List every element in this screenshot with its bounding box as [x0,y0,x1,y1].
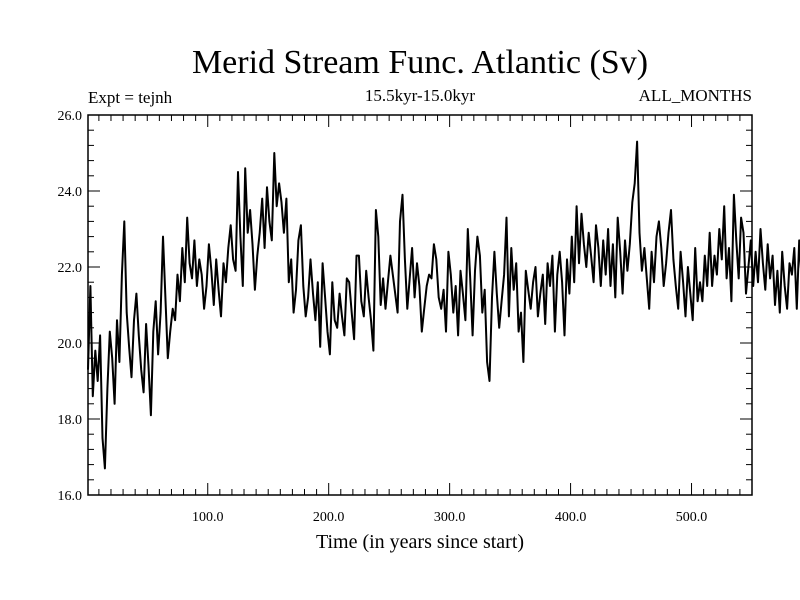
x-tick-label: 200.0 [313,510,345,525]
x-tick-label: 300.0 [434,510,466,525]
x-tick-label: 400.0 [555,510,587,525]
series-line [87,140,800,470]
y-tick-label: 16.0 [58,489,83,504]
experiment-label: Expt = tejnh [88,88,173,107]
tick-labels: 100.0 200.0 300.0 400.0 500.0 16.0 18.0 20.0 22.… [58,109,708,525]
plot-frame [87,114,753,496]
y-tick-label: 26.0 [58,109,83,124]
chart-subtitle: 15.5kyr-15.0kyr [365,86,475,105]
y-tick-label: 22.0 [58,261,83,276]
x-tick-label: 100.0 [192,510,224,525]
y-tick-label: 20.0 [58,337,83,352]
chart-title: Merid Stream Func. Atlantic (Sv) [192,44,648,81]
x-axis-label: Time (in years since start) [316,531,524,553]
x-tick-label: 500.0 [676,510,708,525]
y-tick-label: 24.0 [58,185,83,200]
y-tick-label: 18.0 [58,413,83,428]
axis-ticks [88,115,753,495]
months-label: ALL_MONTHS [639,86,752,105]
